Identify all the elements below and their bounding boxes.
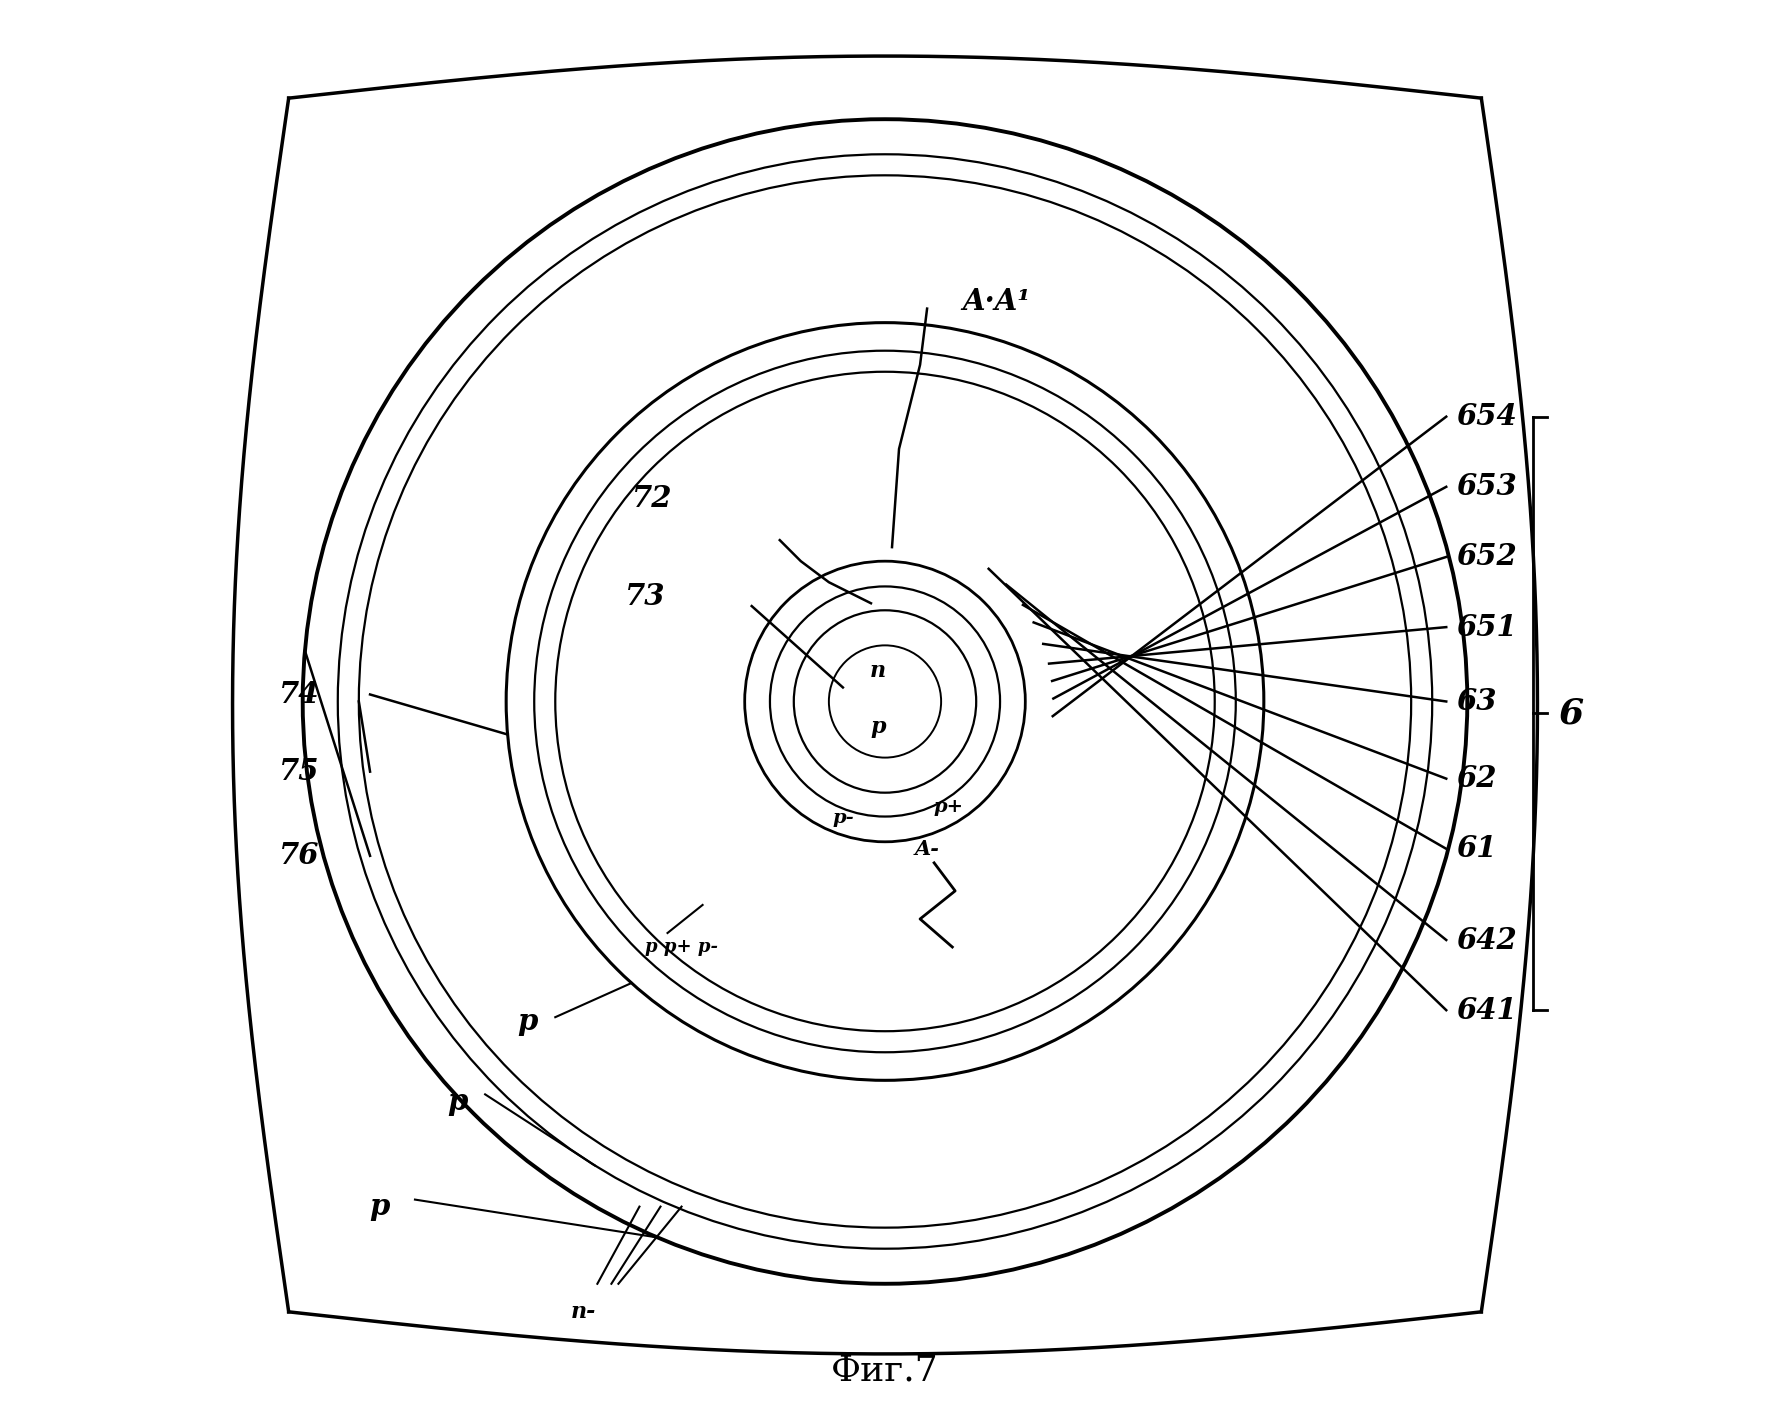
Text: p-: p-: [832, 809, 853, 828]
Text: 6: 6: [1559, 696, 1584, 730]
Text: 62: 62: [1457, 764, 1497, 794]
Text: 76: 76: [280, 842, 319, 870]
Text: p: p: [446, 1087, 467, 1115]
Text: Фиг.7: Фиг.7: [832, 1353, 938, 1387]
Text: n-: n-: [570, 1301, 596, 1323]
Text: 641: 641: [1457, 996, 1517, 1024]
Text: A-: A-: [915, 839, 940, 859]
Text: n: n: [869, 660, 887, 682]
Text: 642: 642: [1457, 925, 1517, 955]
Text: 651: 651: [1457, 612, 1517, 642]
Text: p: p: [517, 1007, 538, 1036]
Text: p+: p+: [933, 798, 963, 816]
Text: 73: 73: [625, 582, 666, 611]
Text: 652: 652: [1457, 543, 1517, 571]
Text: A·A¹: A·A¹: [963, 288, 1030, 316]
Text: 72: 72: [632, 483, 673, 513]
Text: 74: 74: [280, 680, 319, 708]
Text: p: p: [370, 1192, 389, 1221]
Text: 63: 63: [1457, 687, 1497, 716]
Text: 75: 75: [280, 757, 319, 786]
Text: 653: 653: [1457, 472, 1517, 502]
Text: p: p: [871, 716, 885, 738]
Text: 61: 61: [1457, 835, 1497, 863]
Text: 654: 654: [1457, 402, 1517, 431]
Text: p p+ p-: p p+ p-: [644, 938, 719, 956]
